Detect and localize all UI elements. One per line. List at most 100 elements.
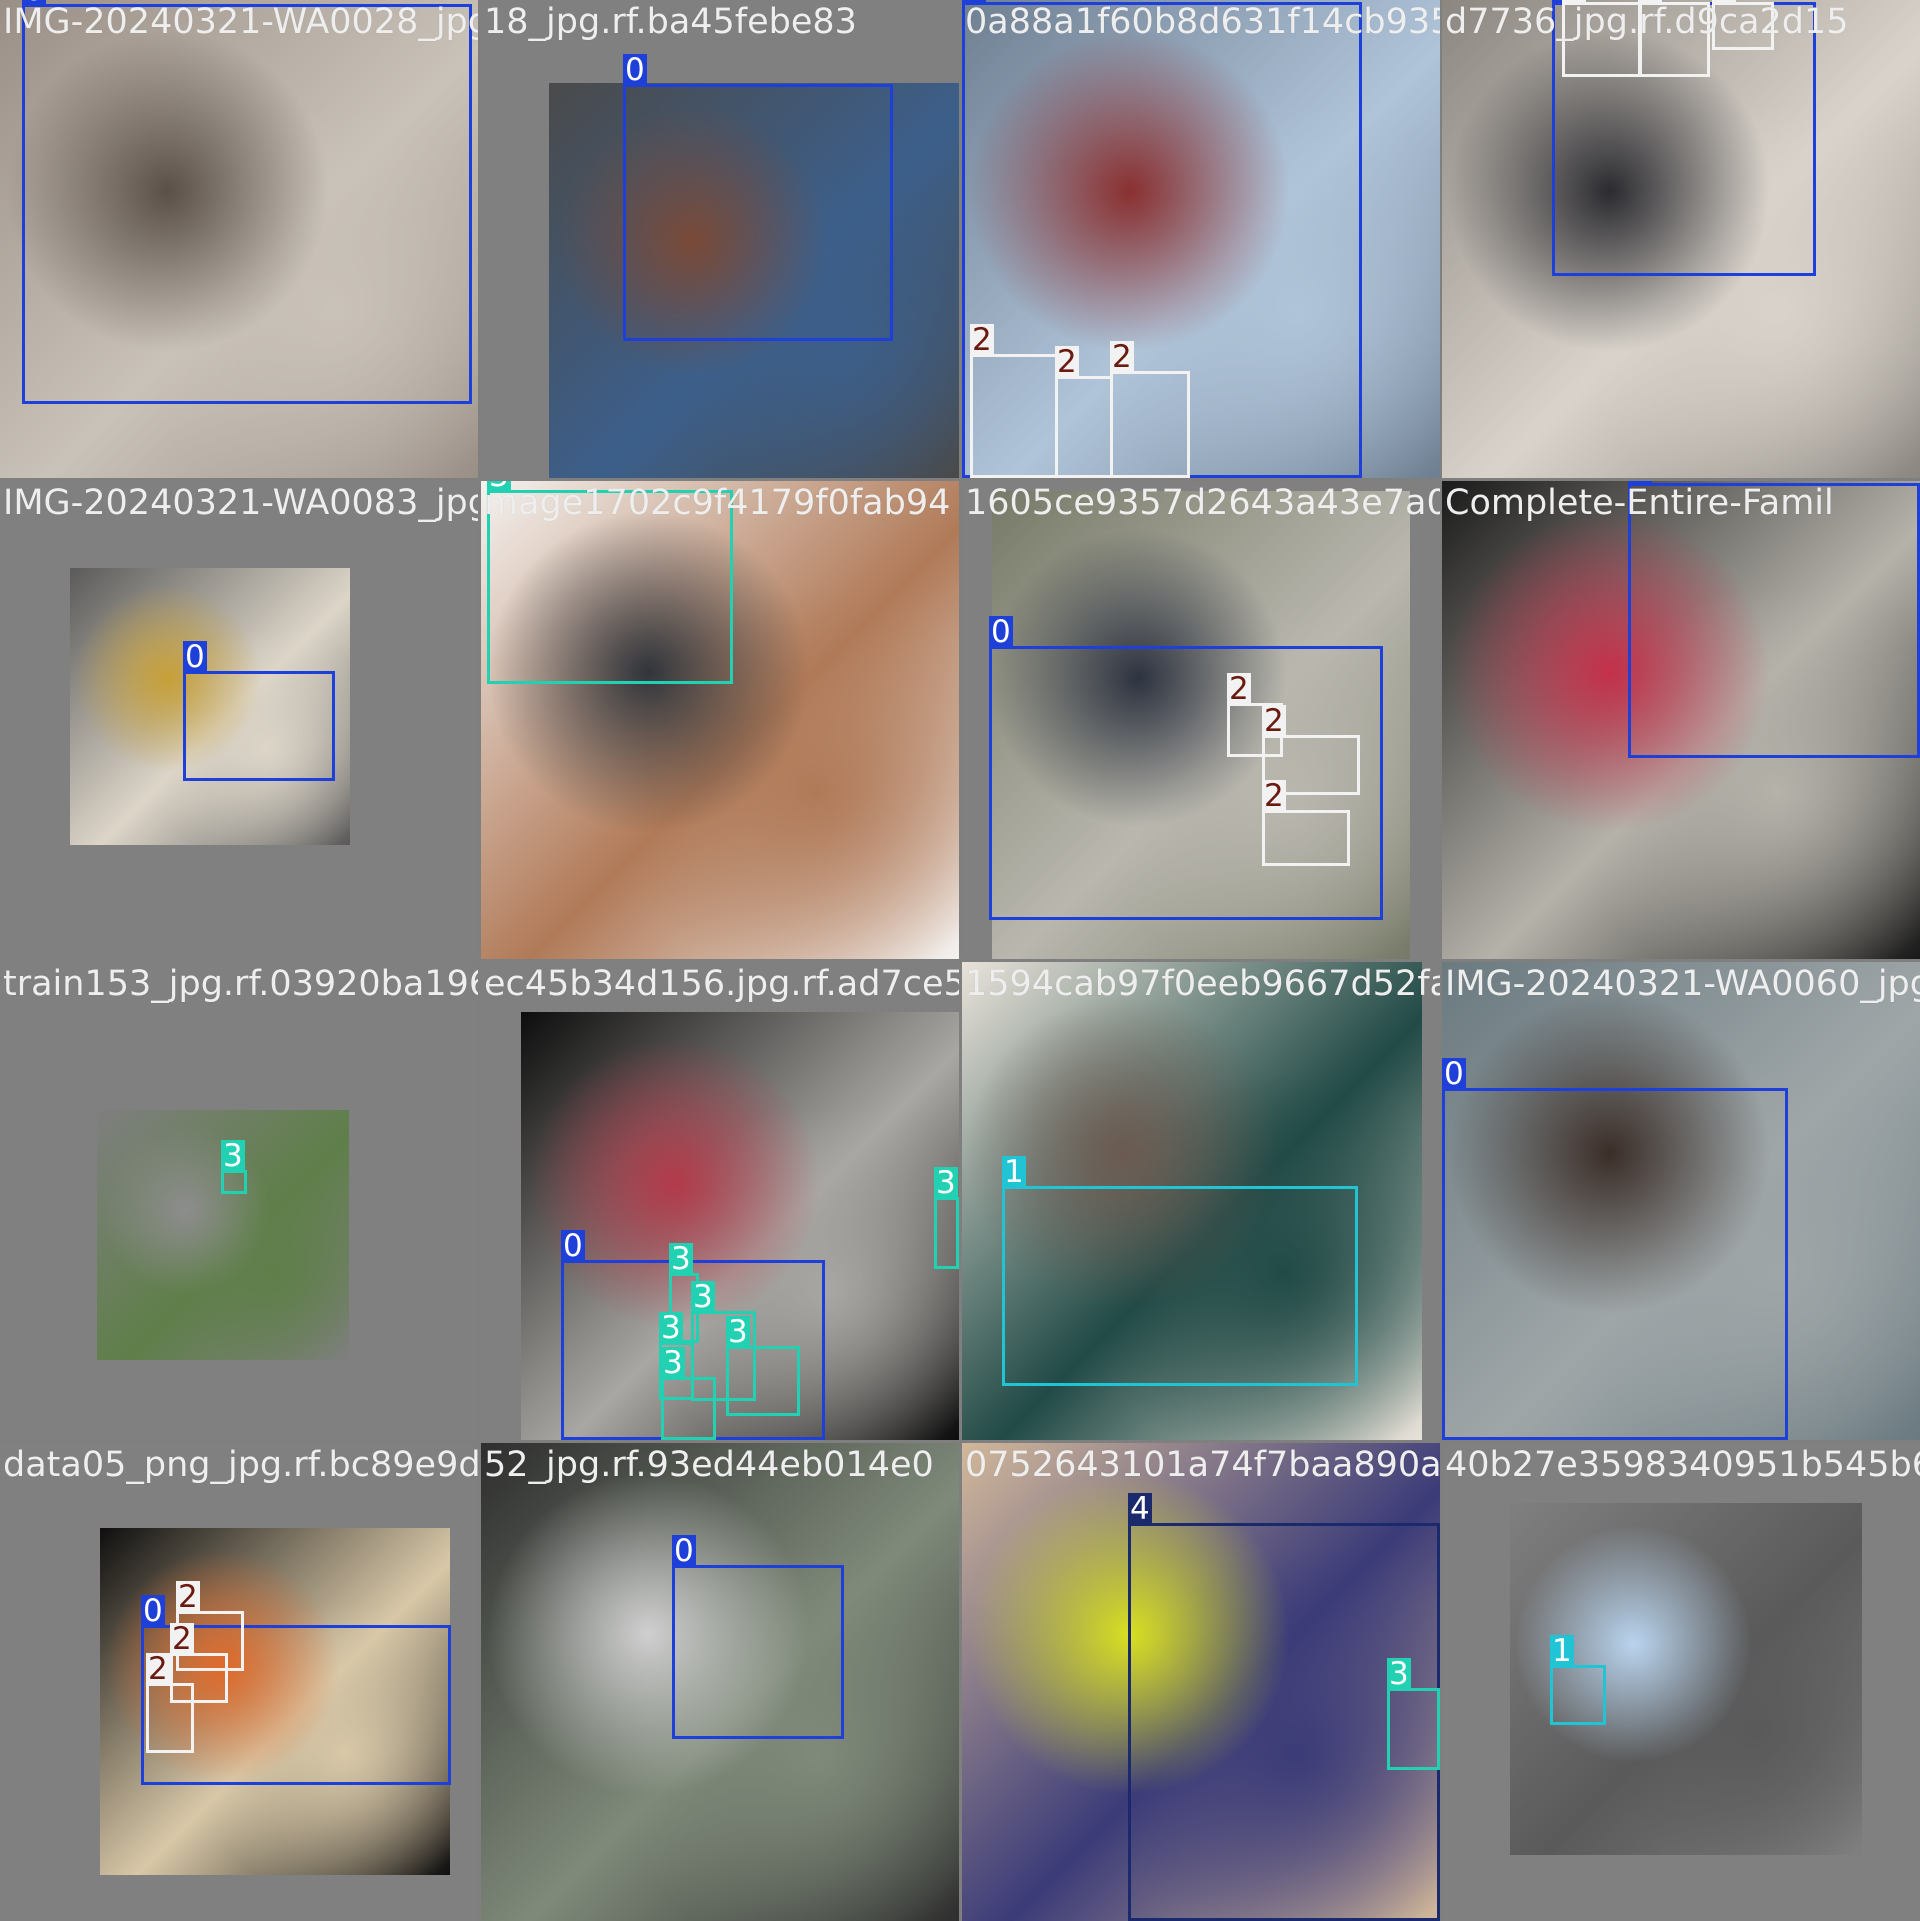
mosaic-tile: 1 40b27e3598340951b545b63 — [1442, 1443, 1920, 1921]
bounding-box: 0 — [141, 1595, 451, 1785]
tile-filename: train153_jpg.rf.03920ba196 — [3, 964, 478, 1004]
class-label: 0 — [1442, 1056, 1466, 1092]
tile-photo — [1442, 962, 1920, 1440]
tile-filename: ec45b34d156.jpg.rf.ad7ce5 — [484, 964, 959, 1004]
bounding-box: 3 — [661, 1347, 716, 1440]
class-label: 2 — [1262, 778, 1286, 814]
class-label: 0 — [22, 0, 46, 7]
bounding-box: 2 — [1712, 0, 1774, 50]
mosaic-tile: 0 Complete-Entire-Famil — [1442, 481, 1920, 959]
mosaic-tile: 3 train153_jpg.rf.03920ba196 — [0, 962, 478, 1440]
class-label: 1 — [1550, 1633, 1574, 1669]
class-label: 3 — [669, 1241, 693, 1277]
bounding-box: 2 — [1110, 341, 1190, 478]
tile-filename: mage1702c9f4179f0fab94 — [484, 483, 951, 523]
tile-photo — [962, 1443, 1440, 1921]
tile-photo — [1510, 1503, 1862, 1855]
bounding-box: 0 — [989, 616, 1383, 920]
bounding-box: 3 — [726, 1316, 800, 1416]
bounding-box: 0 — [1628, 481, 1920, 758]
class-label: 0 — [623, 52, 647, 88]
tile-filename: 1605ce9357d2643a43e7a09 — [965, 483, 1440, 523]
tile-filename: 40b27e3598340951b545b63 — [1445, 1445, 1920, 1485]
bounding-box: 2 — [1262, 780, 1350, 866]
class-label: 2 — [970, 322, 994, 358]
tile-photo — [1442, 481, 1920, 959]
class-label: 3 — [659, 1310, 683, 1346]
class-label: 3 — [221, 1138, 245, 1174]
mosaic-tile: 0 2 2 2 1605ce9357d2643a43e7a09 — [962, 481, 1440, 959]
class-label: 3 — [726, 1314, 750, 1350]
tile-photo — [100, 1528, 450, 1875]
class-label: 2 — [1055, 344, 1079, 380]
class-label: 3 — [661, 1345, 685, 1381]
class-label: 2 — [176, 1579, 200, 1615]
tile-filename: IMG-20240321-WA0083_jpg — [3, 483, 478, 523]
tile-photo — [962, 962, 1422, 1440]
bounding-box: 2 — [170, 1623, 228, 1703]
bounding-box: 0 — [672, 1535, 844, 1739]
mosaic-tile: 0 18_jpg.rf.ba45febe83 — [481, 0, 959, 478]
bounding-box: 0 — [623, 54, 893, 341]
tile-photo — [1442, 0, 1920, 478]
mosaic-tile: 4 3 0752643101a74f7baa890aca — [962, 1443, 1440, 1921]
bounding-box: 2 — [1262, 705, 1360, 795]
tile-filename: IMG-20240321-WA0060_jpg — [1445, 964, 1920, 1004]
mosaic-tile: 0 52_jpg.rf.93ed44eb014e0 — [481, 1443, 959, 1921]
class-label: 0 — [962, 0, 986, 5]
bounding-box: 2 — [1638, 0, 1710, 77]
bounding-box: 2 — [146, 1653, 194, 1753]
tile-filename: 0a88a1f60b8d631f14cb9351 — [965, 2, 1440, 42]
tile-photo — [481, 481, 959, 959]
bounding-box: 2 — [1055, 346, 1113, 478]
tile-filename: 1594cab97f0eeb9667d52fa — [965, 964, 1440, 1004]
mosaic-tile: 0 2 2 2 0a88a1f60b8d631f14cb9351 — [962, 0, 1440, 478]
bounding-box: 3 — [691, 1281, 756, 1401]
tile-photo — [521, 1012, 959, 1440]
bounding-box: 0 — [22, 0, 472, 404]
class-label: 2 — [1227, 671, 1251, 707]
mosaic-tile: 0 IMG-20240321-WA0028_jpg.rf.1f77e53f704 — [0, 0, 478, 478]
class-label: 3 — [487, 481, 511, 493]
tile-filename: IMG-20240321-WA0028_jpg.rf.1f77e53f704 — [3, 2, 478, 42]
class-label: 0 — [141, 1593, 165, 1629]
class-label: 0 — [672, 1533, 696, 1569]
class-label: 0 — [183, 639, 207, 675]
class-label: 4 — [1128, 1491, 1152, 1527]
bounding-box: 0 — [1442, 1058, 1788, 1440]
mosaic-tile: 1 1594cab97f0eeb9667d52fa — [962, 962, 1440, 1440]
class-label: 0 — [989, 614, 1013, 650]
tile-photo — [70, 568, 350, 845]
bounding-box: 3 — [487, 481, 733, 684]
bounding-box: 1 — [1002, 1156, 1358, 1386]
bounding-box: 0 — [183, 641, 335, 781]
tile-filename: 18_jpg.rf.ba45febe83 — [484, 2, 857, 42]
bounding-box: 3 — [659, 1312, 694, 1400]
class-label: 3 — [691, 1279, 715, 1315]
class-label: 2 — [170, 1621, 194, 1657]
bounding-box: 1 — [1550, 1635, 1606, 1725]
bounding-box: 2 — [970, 324, 1058, 478]
mosaic-tile: 0 3 3 3 3 3 3 ec45b34d156.jpg.rf.ad7ce5 — [481, 962, 959, 1440]
class-label: 2 — [1562, 0, 1586, 5]
class-label: 2 — [1712, 0, 1736, 5]
mosaic-tile: 0 2 2 2 data05_png_jpg.rf.bc89e9de — [0, 1443, 478, 1921]
class-label: 0 — [561, 1228, 585, 1264]
class-label: 1 — [1002, 1154, 1026, 1190]
mosaic-tile: 0 IMG-20240321-WA0083_jpg — [0, 481, 478, 959]
tile-photo — [481, 1443, 959, 1921]
class-label: 3 — [1387, 1656, 1411, 1692]
class-label: 2 — [1262, 703, 1286, 739]
bounding-box: 3 — [934, 1167, 959, 1269]
tile-filename: d7736_jpg.rf.d9ca2d15 — [1445, 2, 1849, 42]
tile-filename: 52_jpg.rf.93ed44eb014e0 — [484, 1445, 934, 1485]
mosaic-tile: 0 2 2 2 d7736_jpg.rf.d9ca2d15 — [1442, 0, 1920, 478]
class-label: 2 — [1110, 339, 1134, 375]
bounding-box: 3 — [1387, 1658, 1440, 1770]
tile-photo — [0, 0, 478, 478]
tile-filename: data05_png_jpg.rf.bc89e9de — [3, 1445, 478, 1485]
mosaic-tile: 0 IMG-20240321-WA0060_jpg — [1442, 962, 1920, 1440]
class-label: 3 — [934, 1165, 958, 1201]
class-label: 0 — [1628, 481, 1652, 486]
